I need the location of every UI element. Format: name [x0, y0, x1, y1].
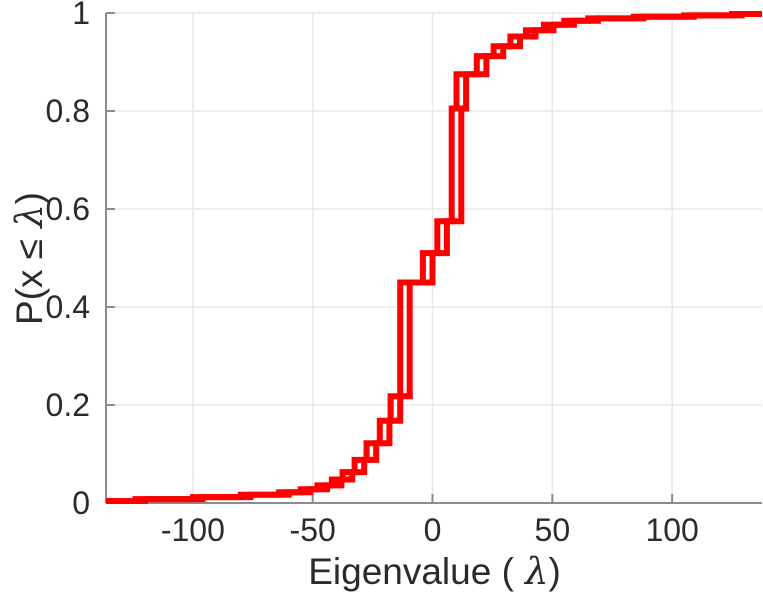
x-tick-label: 100	[645, 512, 698, 548]
lambda-symbol: λ	[7, 203, 51, 228]
y-tick-label: 0.4	[46, 289, 90, 325]
x-axis-label-paren: )	[548, 551, 561, 592]
y-axis-label-paren: )	[8, 191, 50, 204]
y-axis-label: P(x ≤ λ)	[0, 13, 58, 503]
y-tick-label: 0.6	[46, 191, 90, 227]
x-axis-label-text: Eigenvalue (	[308, 551, 514, 592]
y-tick-label: 0	[72, 485, 90, 521]
x-tick-label: 50	[535, 512, 571, 548]
x-tick-label: 0	[424, 512, 442, 548]
y-tick-label: 1	[72, 0, 90, 31]
y-tick-label: 0.2	[46, 387, 90, 423]
eigenvalue-cdf-2-curve	[115, 11, 762, 504]
x-tick-label: -50	[290, 512, 336, 548]
y-tick-label: 0.8	[46, 93, 90, 129]
x-tick-label: -100	[161, 512, 225, 548]
x-axis-label: Eigenvalue ( λ)	[106, 553, 763, 590]
lambda-symbol: λ	[525, 550, 549, 593]
y-axis-label-prefix: P(x ≤	[8, 238, 50, 325]
y-axis-label-text: P(x ≤ λ)	[7, 191, 51, 325]
